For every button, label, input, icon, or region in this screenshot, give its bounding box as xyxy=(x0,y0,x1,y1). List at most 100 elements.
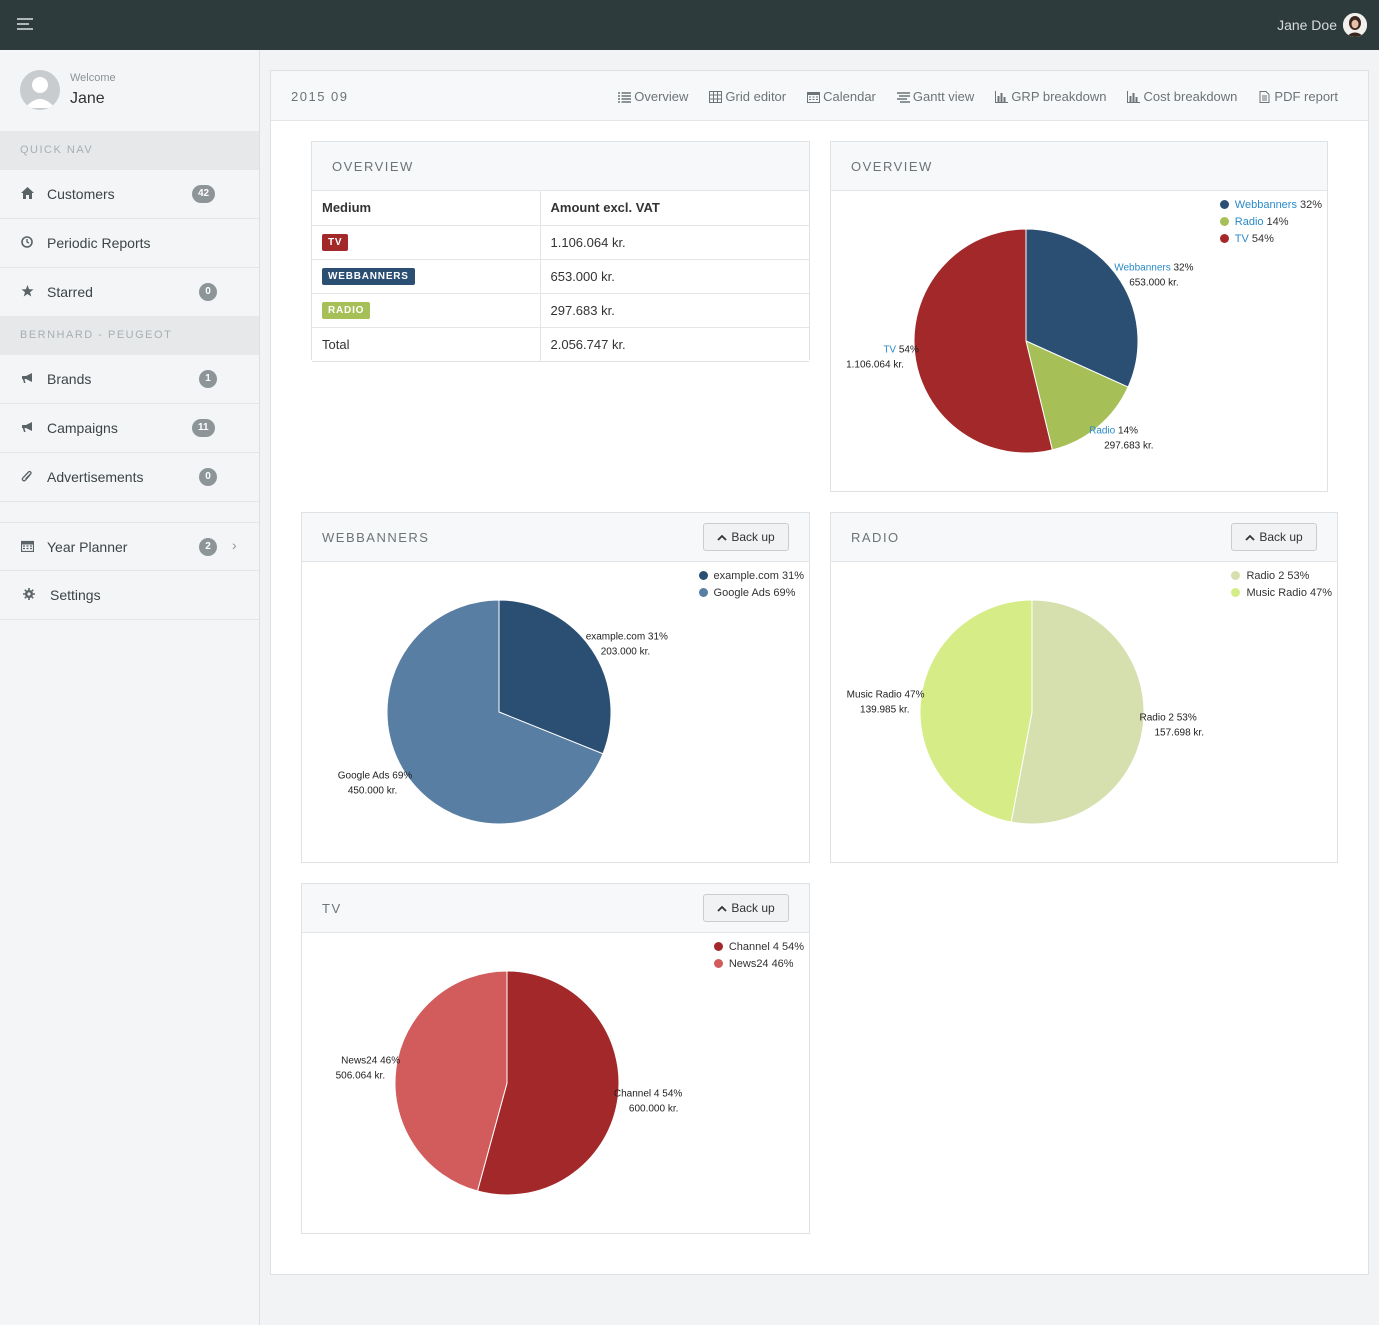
pie-slice-news24[interactable] xyxy=(394,970,508,1192)
legend-label: Webbanners xyxy=(1234,198,1297,211)
tab-gantt-view[interactable]: Gantt view xyxy=(896,89,975,104)
pie-slice-tv[interactable] xyxy=(913,228,1053,454)
tab-label: Overview xyxy=(634,89,689,104)
legend-swatch xyxy=(713,942,723,951)
sidebar-item-label: Advertisements xyxy=(47,469,144,485)
total-amount: 2.056.747 kr. xyxy=(540,327,809,362)
slice-amount-music-radio: 139.985 kr. xyxy=(860,704,909,715)
table-row: TV 1.106.064 kr. xyxy=(312,225,809,260)
bar-chart-icon xyxy=(1127,90,1141,103)
pie-slice-music-radio[interactable] xyxy=(919,599,1033,823)
tab-grp-breakdown[interactable]: GRP breakdown xyxy=(995,89,1106,104)
slice-amount-channel-4: 600.000 kr. xyxy=(629,1104,678,1115)
table-row: RADIO 297.683 kr. xyxy=(312,293,809,328)
user-avatar[interactable] xyxy=(1343,13,1367,37)
tab-pdf-report[interactable]: PDF report xyxy=(1258,89,1338,104)
slice-label-radio-2: Radio 2 53% xyxy=(1140,713,1197,724)
slice-amount-radio-2: 157.698 kr. xyxy=(1155,728,1204,739)
legend-item-radio[interactable]: Radio 14% xyxy=(1219,213,1322,230)
legend-percent: 53% xyxy=(1287,569,1310,582)
section-bernhard-peugeot: BERNHARD - PEUGEOT xyxy=(0,316,259,355)
tab-label: Calendar xyxy=(823,89,876,104)
sidebar-item-settings[interactable]: Settings xyxy=(0,571,259,620)
tab-label: Gantt view xyxy=(912,89,975,104)
count-badge: 42 xyxy=(192,185,216,203)
welcome-label: Welcome xyxy=(70,72,116,84)
tab-overview[interactable]: Overview xyxy=(618,89,688,104)
tab-label: GRP breakdown xyxy=(1011,89,1107,104)
sidebar-item-starred[interactable]: Starred 0 xyxy=(0,268,259,317)
legend-item-news24[interactable]: News24 46% xyxy=(713,955,804,972)
legend-swatch xyxy=(698,571,708,580)
tab-calendar[interactable]: Calendar xyxy=(807,89,876,104)
legend-item-tv[interactable]: TV 54% xyxy=(1219,230,1322,247)
list-icon xyxy=(618,91,632,103)
legend-label: Music Radio xyxy=(1246,586,1307,599)
slice-amount-example-com: 203.000 kr. xyxy=(601,647,650,658)
avatar xyxy=(20,70,60,110)
legend-label: Google Ads xyxy=(713,586,771,599)
document-icon xyxy=(1259,90,1270,103)
overview-pie-panel: OVERVIEW Webbanners 32% Radio 14% TV 54% Webb… xyxy=(830,141,1328,492)
legend-item-channel-4[interactable]: Channel 4 54% xyxy=(713,938,804,955)
page-title: 2015 09 xyxy=(291,89,349,104)
legend-percent: 31% xyxy=(781,569,804,582)
legend-percent: 46% xyxy=(771,957,794,970)
back-up-button[interactable]: Back up xyxy=(703,523,789,551)
legend-label: TV xyxy=(1234,232,1249,245)
slice-label-tv: TV 54% xyxy=(883,345,919,356)
legend-percent: 69% xyxy=(773,586,796,599)
main-panel: 2015 09 Overview Grid editor Calendar Ga… xyxy=(270,70,1369,1275)
sidebar-item-campaigns[interactable]: Campaigns 11 xyxy=(0,404,259,453)
sidebar-item-year-planner[interactable]: Year Planner 2 › xyxy=(0,522,259,571)
pie-slice-radio[interactable] xyxy=(1025,340,1129,451)
sidebar-item-advertisements[interactable]: Advertisements 0 xyxy=(0,453,259,502)
slice-amount-tv: 1.106.064 kr. xyxy=(846,360,904,371)
legend-item-music-radio[interactable]: Music Radio 47% xyxy=(1231,584,1332,601)
megaphone-icon xyxy=(20,372,34,386)
panel-header: OVERVIEW xyxy=(831,142,1327,191)
column-header: Amount excl. VAT xyxy=(540,191,809,226)
slice-label-radio: Radio 14% xyxy=(1089,426,1138,437)
pie-slice-channel-4[interactable] xyxy=(476,970,620,1196)
slice-label-news24: News24 46% xyxy=(341,1056,400,1067)
webbanners-pie-chart: example.com 31% 203.000 kr. Google Ads 69%… xyxy=(338,599,668,825)
count-badge: 0 xyxy=(199,283,217,301)
count-badge: 1 xyxy=(199,370,217,388)
overview-table-panel: OVERVIEW Medium Amount excl. VAT TV 1.10… xyxy=(311,141,810,362)
tab-label: Cost breakdown xyxy=(1143,89,1238,104)
pie-slice-radio-2[interactable] xyxy=(1010,599,1145,825)
menu-toggle-icon[interactable] xyxy=(17,18,33,30)
legend-percent: 32% xyxy=(1299,198,1322,211)
legend-item-webbanners[interactable]: Webbanners 32% xyxy=(1219,196,1322,213)
back-up-button[interactable]: Back up xyxy=(703,894,789,922)
pie-slice-example-com[interactable] xyxy=(498,599,612,755)
tab-grid-editor[interactable]: Grid editor xyxy=(709,89,786,104)
sidebar-item-customers[interactable]: Customers 42 xyxy=(0,170,259,219)
legend-item-example-com[interactable]: example.com 31% xyxy=(698,567,804,584)
slice-amount-radio: 297.683 kr. xyxy=(1104,441,1153,452)
legend-swatch xyxy=(713,959,723,968)
legend-item-radio-2[interactable]: Radio 2 53% xyxy=(1231,567,1332,584)
user-name[interactable]: Jane Doe xyxy=(1277,17,1337,33)
table-row: WEBBANNERS 653.000 kr. xyxy=(312,259,809,294)
chart-legend: example.com 31% Google Ads 69% xyxy=(698,567,804,601)
gantt-icon xyxy=(896,91,910,103)
pie-slice-webbanners[interactable] xyxy=(1025,228,1139,388)
legend-percent: 54% xyxy=(1251,232,1274,245)
slice-label-google-ads: Google Ads 69% xyxy=(338,770,413,781)
legend-percent: 14% xyxy=(1266,215,1289,228)
sidebar-item-periodic-reports[interactable]: Periodic Reports xyxy=(0,219,259,268)
panel-header: OVERVIEW xyxy=(312,142,809,191)
view-tabs: Overview Grid editor Calendar Gantt view… xyxy=(618,89,1338,104)
pie-slice-google-ads[interactable] xyxy=(386,599,604,825)
sidebar-item-brands[interactable]: Brands 1 xyxy=(0,355,259,404)
back-up-button[interactable]: Back up xyxy=(1231,523,1317,551)
tab-cost-breakdown[interactable]: Cost breakdown xyxy=(1127,89,1237,104)
megaphone-icon xyxy=(20,421,34,435)
panel-title: OVERVIEW xyxy=(332,159,414,174)
overview-table: Medium Amount excl. VAT TV 1.106.064 kr.… xyxy=(312,191,809,362)
sidebar-item-label: Brands xyxy=(47,371,92,387)
sidebar-item-label: Customers xyxy=(47,186,115,202)
legend-item-google-ads[interactable]: Google Ads 69% xyxy=(698,584,804,601)
